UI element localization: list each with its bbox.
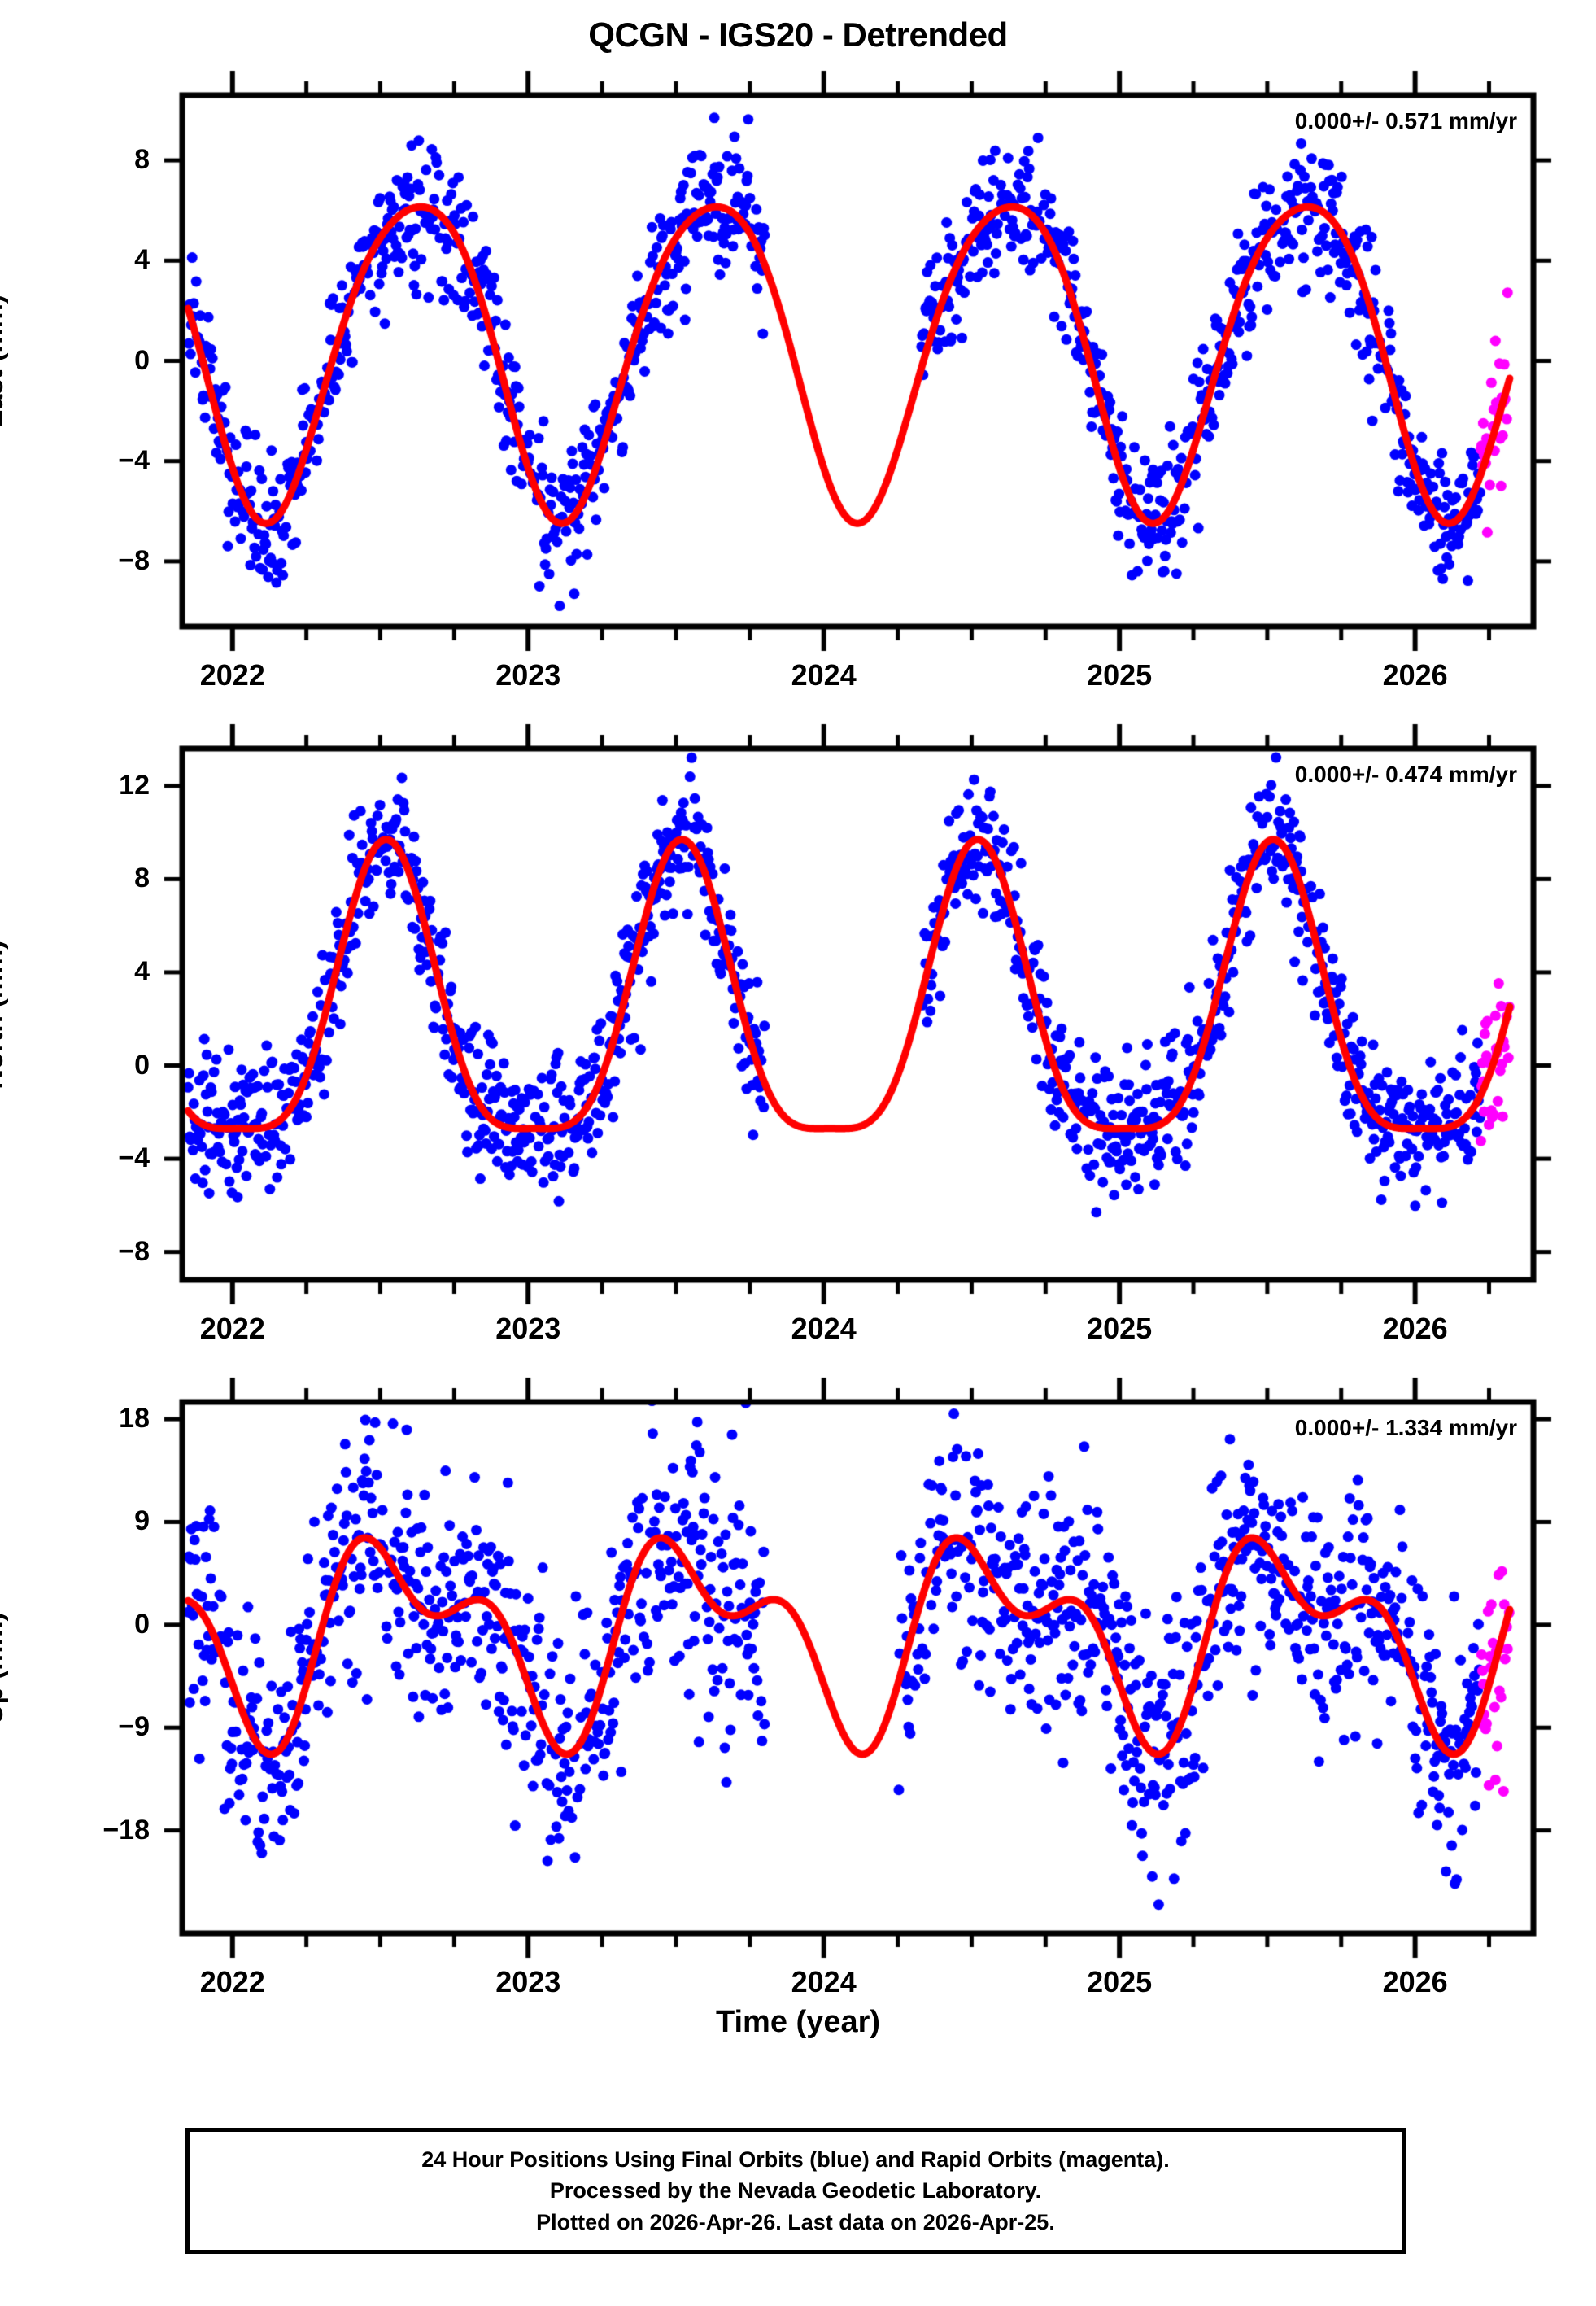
y-tick-label: 18 [119,1403,150,1435]
y-tick-label: −8 [118,1235,150,1267]
y-tick-label: −8 [118,544,150,576]
y-tick-label: 0 [134,1049,150,1081]
y-tick-label: −4 [118,444,150,476]
rate-annotation-north: 0.000+/- 0.474 mm/yr [1294,762,1517,787]
x-tick-label: 2022 [199,1312,265,1345]
y-tick-label: 0 [134,1608,150,1640]
x-tick-label: 2025 [1087,1965,1153,1998]
y-axis-label-up: Up (mm) [0,1611,9,1724]
x-tick-label: 2025 [1087,658,1153,692]
y-tick-label: −4 [118,1142,150,1174]
y-tick-label: −18 [102,1814,150,1845]
x-tick-label: 2023 [495,1965,561,1998]
x-tick-label: 2024 [791,658,857,692]
caption-box: 24 Hour Positions Using Final Orbits (bl… [185,2128,1406,2254]
x-axis-label: Time (year) [715,2005,881,2039]
x-tick-label: 2022 [199,1965,265,1998]
y-tick-label: 8 [134,863,150,894]
x-tick-label: 2026 [1382,1312,1448,1345]
y-tick-label: −9 [118,1711,150,1743]
x-tick-label: 2026 [1382,658,1448,692]
x-tick-label: 2024 [791,1312,857,1345]
rate-annotation-east: 0.000+/- 0.571 mm/yr [1294,108,1517,133]
y-axis-label-north: North (mm) [0,939,9,1090]
page-title: QCGN - IGS20 - Detrended [588,15,1008,54]
x-tick-label: 2023 [495,1312,561,1345]
y-tick-label: 0 [134,344,150,376]
x-tick-label: 2024 [791,1965,857,1998]
y-tick-label: 4 [134,955,150,987]
x-tick-label: 2022 [199,658,265,692]
x-tick-label: 2023 [495,658,561,692]
caption-line-3: Plotted on 2026-Apr-26. Last data on 202… [536,2209,1055,2234]
y-tick-label: 9 [134,1505,150,1537]
caption-line-1: 24 Hour Positions Using Final Orbits (bl… [421,2147,1170,2172]
caption-line-2: Processed by the Nevada Geodetic Laborat… [549,2178,1042,2203]
x-tick-label: 2025 [1087,1312,1153,1345]
y-axis-label-east: East (mm) [0,294,9,428]
x-tick-label: 2026 [1382,1965,1448,1998]
y-tick-label: 12 [119,769,150,801]
y-tick-label: 4 [134,244,150,276]
rate-annotation-up: 0.000+/- 1.334 mm/yr [1294,1415,1517,1440]
y-tick-label: 8 [134,144,150,176]
